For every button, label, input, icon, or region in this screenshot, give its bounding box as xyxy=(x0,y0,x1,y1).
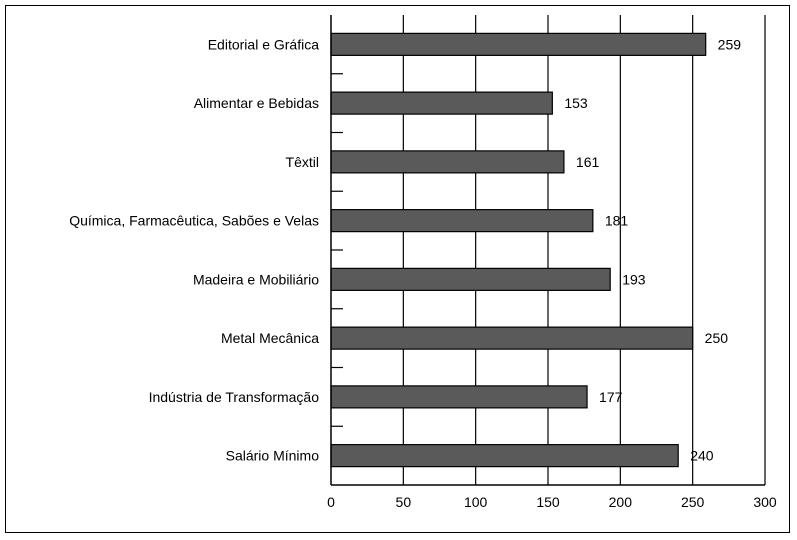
x-tick-label-200: 200 xyxy=(609,494,633,510)
value-labels: 259 153 161 181 193 250 177 240 xyxy=(564,36,741,463)
category-label-2: Têxtil xyxy=(286,154,319,170)
x-tick-label-100: 100 xyxy=(464,494,488,510)
value-label-1: 153 xyxy=(564,95,588,111)
category-label-5: Metal Mecânica xyxy=(221,330,319,346)
bars xyxy=(330,32,707,468)
value-label-3: 181 xyxy=(605,213,629,229)
bar-2 xyxy=(330,150,565,174)
category-label-3: Química, Farmacêutica, Sabões e Velas xyxy=(69,213,319,229)
value-label-7: 240 xyxy=(690,448,714,464)
chart-frame xyxy=(5,5,790,533)
x-tick-label-250: 250 xyxy=(681,494,705,510)
x-tick-label-150: 150 xyxy=(536,494,560,510)
bar-5 xyxy=(330,326,694,350)
category-label-0: Editorial e Gráfica xyxy=(208,36,319,52)
bar-6 xyxy=(330,385,588,409)
bar-1 xyxy=(330,91,553,115)
value-label-5: 250 xyxy=(705,330,729,346)
x-tick-label-0: 0 xyxy=(327,494,335,510)
value-label-0: 259 xyxy=(718,36,742,52)
value-label-2: 161 xyxy=(576,154,600,170)
value-label-4: 193 xyxy=(622,271,646,287)
category-label-6: Indústria de Transformação xyxy=(149,389,320,405)
x-tick-labels: 0 50 100 150 200 250 300 xyxy=(327,494,777,510)
category-label-7: Salário Mínimo xyxy=(226,448,320,464)
category-labels: Editorial e Gráfica Alimentar e Bebidas Tê… xyxy=(69,36,319,463)
bar-7 xyxy=(330,444,679,468)
category-label-1: Alimentar e Bebidas xyxy=(194,95,319,111)
value-label-6: 177 xyxy=(599,389,623,405)
grid-lines xyxy=(402,15,766,485)
bar-4 xyxy=(330,267,611,291)
bar-3 xyxy=(330,209,594,233)
bar-0 xyxy=(330,32,707,56)
category-label-4: Madeira e Mobiliário xyxy=(193,271,319,287)
x-tick-label-300: 300 xyxy=(753,494,777,510)
x-tick-label-50: 50 xyxy=(396,494,412,510)
axes xyxy=(330,15,765,486)
